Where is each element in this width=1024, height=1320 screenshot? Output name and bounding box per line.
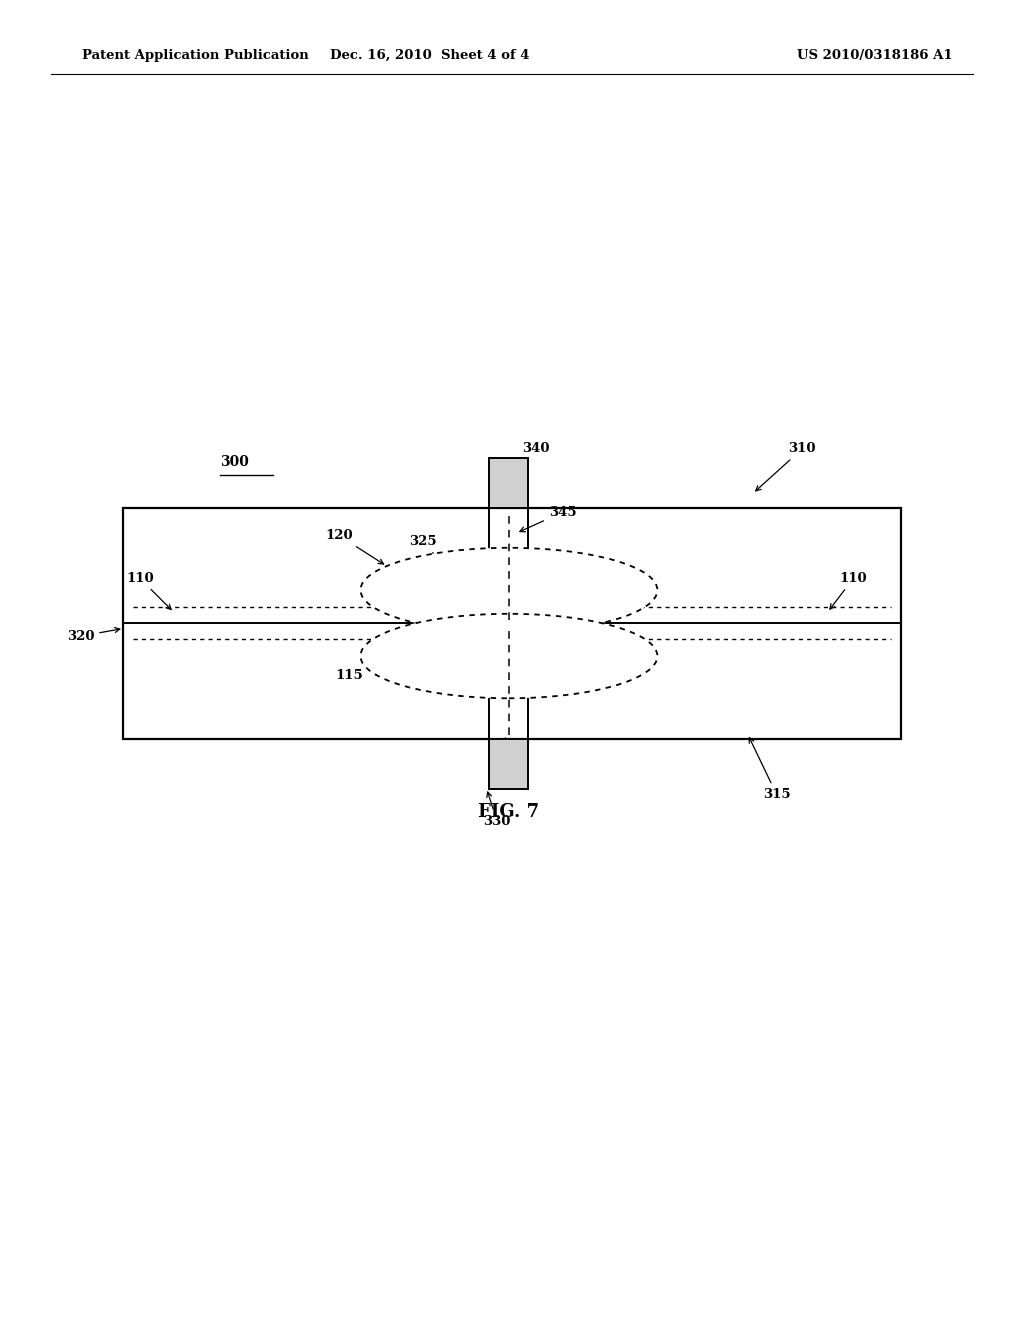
Bar bbox=[123, 508, 901, 739]
Text: 320: 320 bbox=[67, 627, 120, 643]
Text: FIG. 7: FIG. 7 bbox=[478, 803, 540, 821]
Text: 110: 110 bbox=[126, 572, 171, 610]
Ellipse shape bbox=[360, 614, 657, 698]
Text: 110: 110 bbox=[829, 572, 867, 609]
Text: 330: 330 bbox=[483, 792, 511, 828]
Text: Dec. 16, 2010  Sheet 4 of 4: Dec. 16, 2010 Sheet 4 of 4 bbox=[331, 49, 529, 62]
Bar bbox=[489, 458, 528, 508]
Text: 125: 125 bbox=[583, 661, 630, 682]
Text: 300: 300 bbox=[220, 455, 249, 469]
Text: 340: 340 bbox=[507, 442, 550, 473]
Text: 345: 345 bbox=[520, 506, 577, 532]
Text: US 2010/0318186 A1: US 2010/0318186 A1 bbox=[797, 49, 952, 62]
Text: 315: 315 bbox=[750, 738, 791, 801]
Ellipse shape bbox=[360, 548, 657, 632]
Bar bbox=[489, 739, 528, 789]
Text: 335: 335 bbox=[489, 738, 517, 764]
Text: 325: 325 bbox=[410, 535, 439, 562]
Text: 310: 310 bbox=[756, 442, 816, 491]
Text: 120: 120 bbox=[326, 529, 384, 564]
Text: Patent Application Publication: Patent Application Publication bbox=[82, 49, 308, 62]
Text: 115: 115 bbox=[336, 661, 390, 682]
